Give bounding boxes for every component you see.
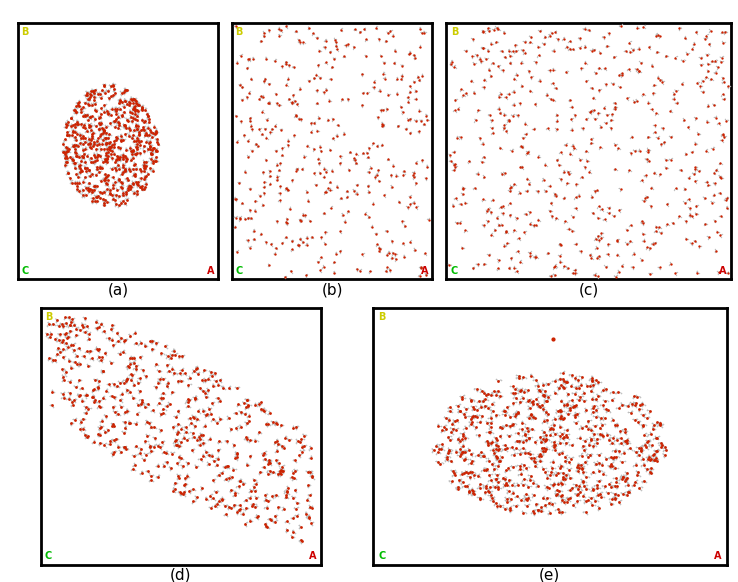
Text: C: C — [235, 265, 243, 275]
Text: (d): (d) — [170, 568, 192, 582]
Text: C: C — [21, 265, 29, 275]
Text: C: C — [378, 551, 385, 560]
Text: B: B — [378, 313, 385, 322]
Text: A: A — [719, 265, 726, 275]
Text: B: B — [451, 27, 458, 37]
Text: B: B — [235, 27, 243, 37]
Text: A: A — [207, 265, 215, 275]
Text: (a): (a) — [108, 283, 128, 298]
Text: (e): (e) — [539, 568, 560, 582]
Text: C: C — [451, 265, 458, 275]
Text: B: B — [45, 313, 52, 322]
Text: A: A — [309, 551, 317, 560]
Text: A: A — [714, 551, 722, 560]
Text: (c): (c) — [579, 283, 599, 298]
Text: B: B — [21, 27, 29, 37]
Text: C: C — [45, 551, 52, 560]
Text: A: A — [421, 265, 429, 275]
Text: (b): (b) — [321, 283, 343, 298]
